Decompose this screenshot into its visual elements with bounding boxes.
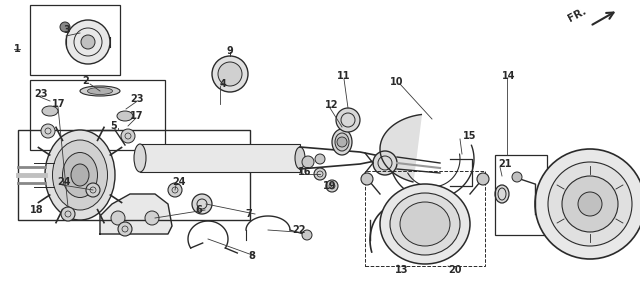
Text: 21: 21 xyxy=(498,159,511,169)
Circle shape xyxy=(315,154,325,164)
Ellipse shape xyxy=(332,129,352,155)
Ellipse shape xyxy=(52,140,108,210)
Bar xyxy=(18,130,250,220)
Circle shape xyxy=(41,124,55,138)
Circle shape xyxy=(121,129,135,143)
Text: 9: 9 xyxy=(227,46,234,56)
Text: 17: 17 xyxy=(52,99,65,109)
Bar xyxy=(495,155,547,235)
Text: 17: 17 xyxy=(130,111,143,121)
Circle shape xyxy=(562,176,618,232)
Ellipse shape xyxy=(335,133,349,151)
Circle shape xyxy=(212,56,248,92)
Polygon shape xyxy=(380,115,421,182)
Text: 23: 23 xyxy=(34,89,47,99)
Circle shape xyxy=(302,156,314,168)
Ellipse shape xyxy=(45,130,115,220)
Ellipse shape xyxy=(88,88,113,94)
Bar xyxy=(30,5,120,75)
Circle shape xyxy=(337,137,347,147)
Ellipse shape xyxy=(134,144,146,172)
Text: 15: 15 xyxy=(463,131,477,141)
Text: 4: 4 xyxy=(220,79,227,89)
Text: 24: 24 xyxy=(57,177,70,187)
Text: 2: 2 xyxy=(82,76,89,86)
Text: 10: 10 xyxy=(390,77,403,87)
Text: 12: 12 xyxy=(325,100,339,110)
Circle shape xyxy=(118,222,132,236)
Bar xyxy=(30,80,165,150)
Circle shape xyxy=(314,168,326,180)
Circle shape xyxy=(192,194,212,214)
Ellipse shape xyxy=(71,164,89,186)
Ellipse shape xyxy=(380,184,470,264)
Circle shape xyxy=(512,172,522,182)
Ellipse shape xyxy=(63,153,97,198)
Circle shape xyxy=(548,162,632,246)
Text: 22: 22 xyxy=(292,225,305,235)
Circle shape xyxy=(373,151,397,175)
Circle shape xyxy=(145,211,159,225)
Text: 18: 18 xyxy=(30,205,44,215)
Circle shape xyxy=(86,183,100,197)
Text: 16: 16 xyxy=(298,167,312,177)
Circle shape xyxy=(61,207,75,221)
Text: 20: 20 xyxy=(448,265,461,275)
Text: 14: 14 xyxy=(502,71,515,81)
Text: FR.: FR. xyxy=(566,6,588,24)
Ellipse shape xyxy=(295,147,305,169)
Circle shape xyxy=(111,211,125,225)
Text: 5: 5 xyxy=(110,121,116,131)
Circle shape xyxy=(302,230,312,240)
Text: 3: 3 xyxy=(63,25,70,35)
Circle shape xyxy=(60,22,70,32)
Ellipse shape xyxy=(400,202,450,246)
Ellipse shape xyxy=(390,193,460,255)
Text: 8: 8 xyxy=(248,251,255,261)
Circle shape xyxy=(81,35,95,49)
Circle shape xyxy=(66,20,110,64)
Circle shape xyxy=(477,173,489,185)
Ellipse shape xyxy=(80,86,120,96)
Circle shape xyxy=(218,62,242,86)
Ellipse shape xyxy=(117,111,133,121)
Circle shape xyxy=(578,192,602,216)
Circle shape xyxy=(336,108,360,132)
Circle shape xyxy=(361,173,373,185)
Text: 24: 24 xyxy=(172,177,186,187)
Text: 6: 6 xyxy=(195,205,202,215)
Polygon shape xyxy=(100,194,172,234)
Text: 7: 7 xyxy=(245,209,252,219)
Text: 11: 11 xyxy=(337,71,351,81)
Text: 23: 23 xyxy=(130,94,143,104)
Circle shape xyxy=(168,183,182,197)
Ellipse shape xyxy=(495,185,509,203)
Text: 13: 13 xyxy=(395,265,408,275)
Circle shape xyxy=(326,180,338,192)
Text: 19: 19 xyxy=(323,181,337,191)
Text: 1: 1 xyxy=(14,44,20,54)
Ellipse shape xyxy=(42,106,58,116)
Bar xyxy=(140,144,300,172)
Circle shape xyxy=(535,149,640,259)
Bar xyxy=(365,171,485,266)
